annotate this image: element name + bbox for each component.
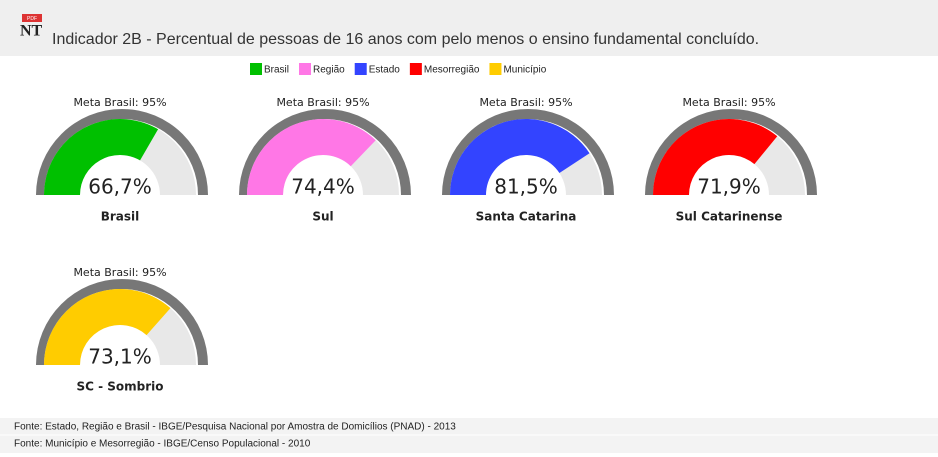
- legend-label: Estado: [369, 65, 401, 76]
- gauge-outer-ring: [36, 279, 208, 365]
- gauge-label: Brasil: [101, 210, 140, 224]
- gauge-title: Meta Brasil: 95%: [682, 96, 775, 109]
- gauge-value: 71,9%: [697, 175, 761, 199]
- gauge-label: Santa Catarina: [476, 210, 577, 224]
- footer-note: Fonte: Estado, Região e Brasil - IBGE/Pe…: [14, 422, 456, 433]
- legend-swatch: [250, 63, 262, 75]
- title-bar: [0, 0, 938, 56]
- gauge-title: Meta Brasil: 95%: [73, 96, 166, 109]
- gauge-value: 73,1%: [88, 345, 152, 369]
- gauge-value: 66,7%: [88, 175, 152, 199]
- gauge-value: 74,4%: [291, 175, 355, 199]
- gauge-fill: [247, 119, 376, 195]
- legend-swatch: [489, 63, 502, 75]
- gauge-label: Sul Catarinense: [676, 210, 783, 224]
- gauge-title: Meta Brasil: 95%: [479, 96, 572, 109]
- gauge-fill: [44, 118, 159, 195]
- gauge-title: Meta Brasil: 95%: [73, 266, 166, 279]
- badge: NT: [20, 23, 43, 40]
- legend-swatch: [354, 63, 367, 75]
- gauge-label: Sul: [312, 210, 333, 224]
- gauge-outer-ring: [36, 109, 208, 195]
- legend-swatch: [299, 63, 312, 75]
- legend-label: Região: [313, 65, 345, 76]
- gauge-title: Meta Brasil: 95%: [276, 96, 369, 109]
- legend-label: Mesorregião: [424, 65, 480, 76]
- pdf-label: PDF: [27, 16, 37, 22]
- gauge-fill: [450, 118, 590, 195]
- legend-label: Brasil: [264, 65, 289, 76]
- page-title: Indicador 2B - Percentual de pessoas de …: [52, 31, 759, 48]
- gauge-outer-ring: [645, 109, 817, 195]
- gauge-fill: [44, 288, 171, 365]
- gauge-outer-ring: [442, 109, 614, 195]
- legend-label: Município: [503, 65, 546, 76]
- gauge-label: SC - Sombrio: [76, 380, 163, 394]
- gauge-fill: [653, 118, 778, 195]
- gauge-outer-ring: [239, 109, 411, 195]
- gauge-value: 81,5%: [494, 175, 558, 199]
- legend-swatch: [409, 63, 422, 75]
- pdf-icon[interactable]: [22, 14, 42, 22]
- footer-note: Fonte: Município e Mesorregião - IBGE/Ce…: [14, 439, 311, 450]
